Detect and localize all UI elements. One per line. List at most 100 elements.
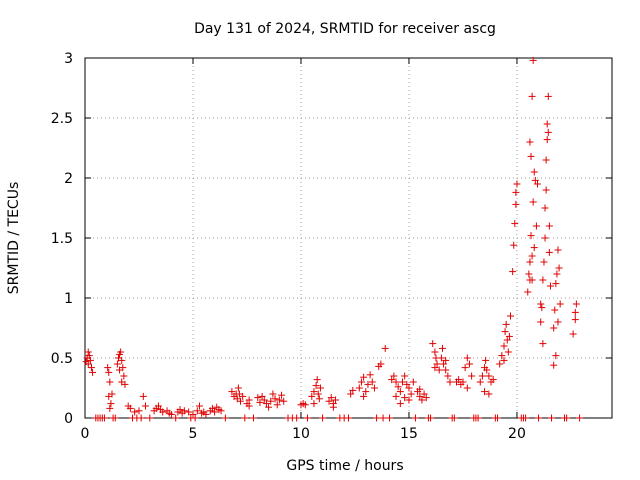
data-point	[360, 373, 368, 381]
x-tick-label: 0	[81, 426, 90, 442]
data-point	[510, 241, 518, 249]
data-point	[303, 414, 311, 422]
data-point	[120, 372, 128, 380]
data-point	[431, 364, 439, 372]
data-point	[550, 361, 558, 369]
data-point	[431, 348, 439, 356]
data-point	[392, 392, 400, 400]
data-point	[540, 258, 548, 266]
data-point	[390, 372, 398, 380]
data-point	[269, 390, 277, 398]
data-point	[552, 352, 560, 360]
data-point	[528, 252, 536, 260]
data-point	[308, 392, 316, 400]
data-point	[368, 378, 376, 386]
data-point	[396, 388, 404, 396]
data-point	[553, 270, 561, 278]
data-point	[278, 391, 286, 399]
data-point	[528, 276, 536, 284]
data-point	[437, 354, 445, 362]
data-points	[82, 56, 584, 422]
data-point	[527, 232, 535, 240]
data-point	[293, 414, 301, 422]
data-point	[221, 414, 229, 422]
data-point	[239, 392, 247, 400]
data-point	[392, 378, 400, 386]
data-point	[116, 366, 124, 374]
data-point	[202, 410, 210, 418]
data-point	[394, 383, 402, 391]
y-tick-label: 1	[64, 291, 73, 307]
data-point	[273, 401, 281, 409]
data-point	[137, 414, 145, 422]
data-point	[444, 372, 452, 380]
data-point	[316, 384, 324, 392]
data-point	[86, 356, 94, 364]
data-point	[501, 328, 509, 336]
data-point	[418, 396, 426, 404]
y-tick-label: 0	[64, 411, 73, 427]
data-point	[401, 394, 409, 402]
data-point	[512, 200, 520, 208]
data-point	[476, 378, 484, 386]
data-point	[211, 408, 219, 416]
plot-frame	[84, 57, 613, 419]
x-tick-label: 20	[508, 426, 526, 442]
data-point	[455, 376, 463, 384]
data-point	[440, 360, 448, 368]
data-point	[482, 356, 490, 364]
data-point	[256, 398, 264, 406]
data-point	[483, 366, 491, 374]
data-point	[118, 356, 126, 364]
data-point	[427, 414, 435, 422]
data-point	[546, 282, 554, 290]
x-axis-label: GPS time / hours	[286, 458, 403, 474]
data-point	[329, 403, 337, 411]
data-point	[228, 388, 236, 396]
data-point	[442, 356, 450, 364]
data-point	[481, 388, 489, 396]
data-point	[386, 414, 394, 422]
data-point	[366, 371, 374, 379]
data-point	[542, 186, 550, 194]
data-point	[118, 378, 126, 386]
data-point	[126, 404, 134, 412]
data-point	[345, 414, 352, 422]
data-point	[310, 400, 318, 408]
data-point	[411, 414, 419, 422]
data-point	[105, 368, 113, 376]
data-point	[113, 360, 121, 368]
data-point	[403, 380, 411, 388]
data-point	[496, 360, 504, 368]
data-point	[537, 300, 545, 308]
data-point	[245, 396, 253, 404]
data-point	[511, 220, 519, 228]
data-point	[512, 188, 520, 196]
data-point	[381, 344, 389, 352]
data-point	[241, 414, 249, 422]
data-point	[405, 384, 413, 392]
data-point	[407, 390, 415, 398]
data-point	[533, 180, 541, 188]
data-point	[313, 376, 321, 384]
data-point	[84, 360, 92, 368]
data-point	[542, 156, 550, 164]
data-point	[89, 368, 97, 376]
data-point	[459, 378, 467, 386]
data-point	[85, 352, 93, 360]
data-point	[377, 360, 385, 368]
data-point	[500, 342, 508, 350]
data-point	[108, 390, 116, 398]
data-point	[262, 400, 270, 408]
data-point	[172, 414, 180, 422]
y-tick-label: 0.5	[51, 351, 73, 367]
data-point	[465, 360, 473, 368]
data-point	[310, 388, 318, 396]
data-point	[528, 92, 536, 100]
data-point	[571, 316, 579, 324]
data-point	[141, 402, 149, 410]
data-point	[552, 280, 560, 288]
data-point	[543, 120, 551, 128]
y-axis-label: SRMTID / TECUs	[6, 182, 22, 295]
